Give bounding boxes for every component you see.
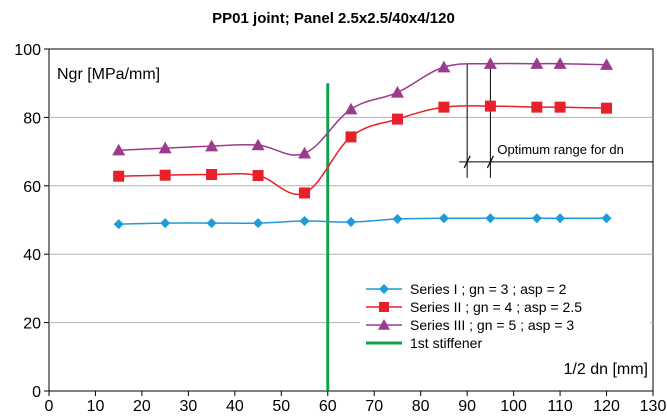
series-3-point-4 (298, 146, 312, 159)
series-1-point-10 (555, 213, 566, 224)
series-1 (113, 213, 612, 230)
optimum-range-label: Optimum range for dn (497, 142, 623, 157)
series-3-point-5 (344, 102, 358, 115)
chart-title: PP01 joint; Panel 2.5x2.5/40x4/120 (212, 10, 455, 27)
x-tick-label-30: 30 (179, 398, 197, 415)
x-tick-label-90: 90 (458, 398, 476, 415)
x-tick-label-60: 60 (319, 398, 337, 415)
x-tick-label-120: 120 (593, 398, 620, 415)
series-1-point-11 (601, 213, 612, 224)
x-tick-label-100: 100 (500, 398, 527, 415)
series-1-point-3 (253, 218, 264, 229)
series-2-point-7 (438, 101, 450, 113)
legend-label-1: Series I ; gn = 3 ; asp = 2 (410, 281, 567, 297)
x-tick-label-110: 110 (547, 398, 573, 415)
series-2-point-1 (159, 169, 171, 181)
optimum-range-tick-0 (463, 155, 471, 169)
series-2-point-10 (554, 101, 566, 113)
y-tick-label-60: 60 (23, 179, 41, 196)
series-1-point-8 (485, 213, 496, 224)
x-tick-label-130: 130 (640, 398, 667, 415)
x-axis-label: 1/2 dn [mm] (564, 361, 648, 378)
series-1-point-5 (346, 217, 356, 228)
series-2-point-5 (345, 131, 357, 143)
legend-label-2: Series II ; gn = 4 ; asp = 2.5 (410, 299, 582, 315)
series-3-point-11 (600, 58, 614, 70)
series-3-point-2 (205, 139, 219, 152)
x-tick-label-50: 50 (272, 398, 290, 415)
legend-label-4: 1st stiffener (410, 335, 482, 351)
x-tick-label-20: 20 (133, 398, 151, 415)
legend: Series I ; gn = 3 ; asp = 2 Series II ; g… (360, 275, 650, 353)
series-2-point-9 (531, 101, 543, 113)
series-2-point-0 (113, 170, 125, 182)
x-tick-label-10: 10 (87, 398, 105, 415)
x-tick-label-80: 80 (412, 398, 430, 415)
legend-item-2: Series II ; gn = 4 ; asp = 2.5 (366, 299, 582, 315)
series-1-point-6 (392, 213, 403, 224)
optimum-range-annotation: Optimum range for dn (459, 63, 653, 178)
series-2-point-4 (299, 187, 311, 199)
legend-item-1: Series I ; gn = 3 ; asp = 2 (366, 281, 567, 297)
series-3-point-0 (112, 143, 126, 156)
series-1-point-1 (160, 218, 171, 229)
series-1-point-2 (206, 218, 217, 229)
series-2-point-2 (206, 169, 218, 181)
series-3-point-9 (530, 57, 544, 69)
y-tick-label-100: 100 (14, 42, 41, 59)
series-2-point-6 (391, 113, 403, 125)
legend-item-3: Series III ; gn = 5 ; asp = 3 (366, 317, 574, 333)
series-2-point-8 (484, 100, 496, 112)
legend-swatch-marker-3 (378, 319, 390, 330)
y-tick-label-0: 0 (32, 384, 41, 401)
series-1-point-7 (438, 213, 449, 224)
x-tick-label-40: 40 (226, 398, 244, 415)
plot-area-frame (48, 48, 654, 392)
series-3-point-1 (158, 141, 172, 154)
y-tick-label-40: 40 (23, 247, 41, 264)
series-3-point-6 (390, 85, 404, 98)
series-3 (112, 57, 614, 159)
series-2-point-11 (601, 102, 613, 114)
legend-swatch-marker-2 (379, 302, 389, 312)
series-3-point-7 (437, 60, 451, 73)
x-tick-label-0: 0 (45, 398, 54, 415)
series-2 (113, 100, 613, 199)
y-tick-label-20: 20 (23, 316, 41, 333)
legend-label-3: Series III ; gn = 5 ; asp = 3 (410, 317, 574, 333)
legend-background (360, 275, 650, 353)
series-3-point-10 (553, 57, 567, 69)
series-3-point-8 (483, 57, 497, 69)
legend-item-4: 1st stiffener (366, 335, 482, 351)
series-group (112, 57, 614, 230)
series-2-point-3 (252, 170, 264, 182)
series-1-point-0 (113, 219, 124, 230)
y-axis-label: Ngr [MPa/mm] (57, 66, 160, 83)
y-tick-label-80: 80 (23, 110, 41, 127)
optimum-range-tick-1 (486, 155, 494, 169)
legend-swatch-marker-1 (379, 284, 389, 294)
x-tick-label-70: 70 (365, 398, 383, 415)
axes: 0 20 40 60 80 100 0 10 20 30 40 50 60 70 80 90 100 110 120… (14, 42, 666, 415)
series-3-point-3 (251, 138, 265, 151)
series-1-point-4 (299, 216, 310, 227)
series-1-point-9 (531, 213, 542, 224)
